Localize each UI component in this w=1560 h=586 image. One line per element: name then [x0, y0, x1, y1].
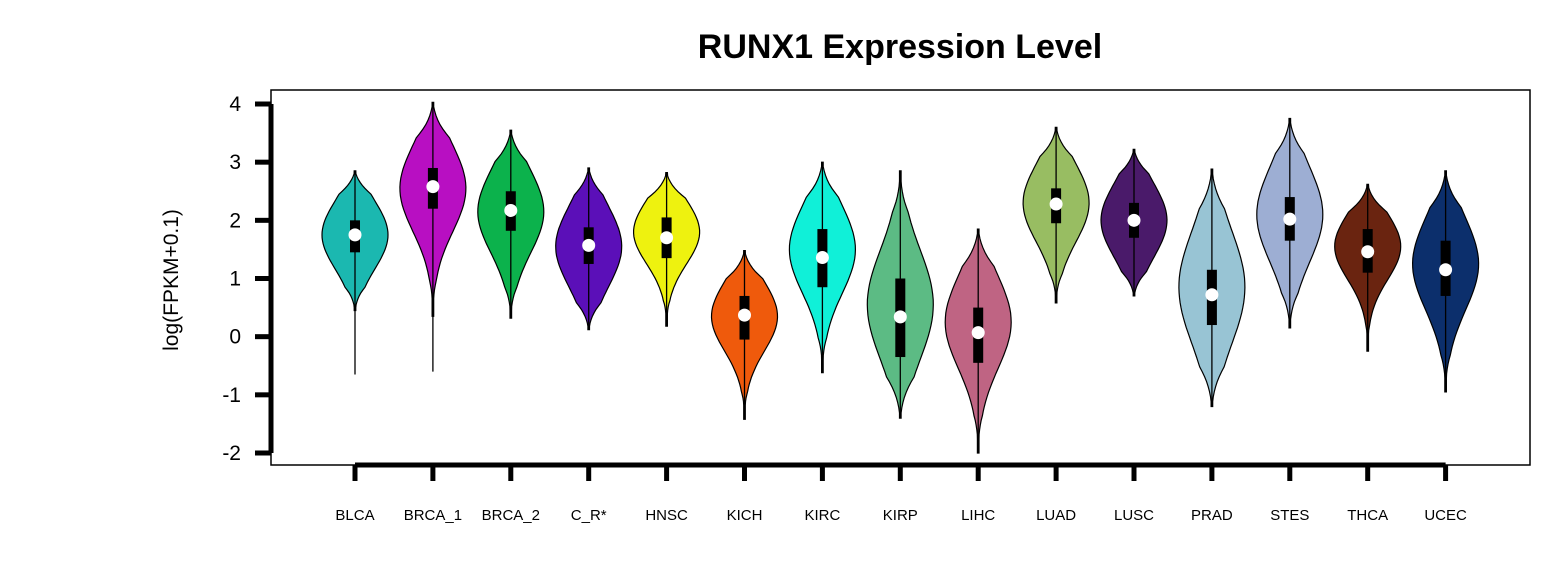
violin-median-dot	[1205, 288, 1219, 302]
x-tick-label: C_R*	[571, 507, 607, 524]
violin-luad	[1022, 126, 1090, 304]
violin-brca-1	[399, 101, 467, 372]
violin-median-dot	[1283, 212, 1297, 226]
violin-blca	[321, 170, 389, 375]
violin-median-dot	[815, 251, 829, 265]
x-tick-label: BRCA_2	[482, 507, 540, 524]
x-tick-label: LUAD	[1036, 507, 1076, 524]
violin-c-r-	[555, 167, 623, 331]
violin-median-dot	[1049, 197, 1063, 211]
violin-median-dot	[1127, 213, 1141, 227]
y-tick-label: 2	[229, 209, 241, 232]
violin-prad	[1178, 168, 1246, 408]
violins	[321, 101, 1480, 454]
x-tick-label: LUSC	[1114, 507, 1154, 524]
y-axis-label: log(FPKM+0.1)	[160, 209, 183, 351]
violin-median-dot	[426, 180, 440, 194]
x-tick-label: BRCA_1	[404, 507, 462, 524]
violin-median-dot	[971, 326, 985, 340]
y-axis: 4 3 2 1 0 -1 -2	[222, 93, 274, 465]
violin-ucec	[1411, 170, 1480, 393]
violin-brca-2	[477, 129, 545, 319]
violin-median-dot	[660, 231, 674, 245]
y-tick-label: -2	[222, 442, 241, 465]
violin-median-dot	[348, 228, 362, 242]
x-tick-label: KIRC	[804, 507, 840, 524]
violin-stes	[1256, 117, 1324, 329]
x-tick-label: UCEC	[1424, 507, 1467, 524]
chart-title: RUNX1 Expression Level	[698, 28, 1102, 66]
x-tick-label: KICH	[727, 507, 763, 524]
x-tick-label: BLCA	[335, 507, 374, 524]
violin-kich	[710, 250, 779, 420]
x-tick-label: HNSC	[645, 507, 688, 524]
violin-median-dot	[582, 238, 596, 252]
y-tick-label: 1	[229, 268, 241, 291]
violin-median-dot	[738, 308, 751, 322]
violin-kirp	[866, 170, 934, 419]
violin-median-dot	[1439, 263, 1453, 277]
y-tick-label: 3	[229, 151, 241, 174]
y-tick-label: 4	[229, 93, 241, 116]
violin-thca	[1334, 183, 1402, 352]
violin-kirc	[788, 161, 857, 374]
x-axis: BLCA BRCA_1 BRCA_2 C_R* HNSC KICH KIRC KIRP LIHC…	[335, 462, 1467, 524]
x-tick-label: PRAD	[1191, 507, 1233, 524]
violin-median-dot	[893, 310, 907, 324]
violin-lusc	[1100, 148, 1168, 297]
x-tick-label: THCA	[1347, 507, 1388, 524]
violin-lihc	[944, 228, 1012, 454]
y-tick-label: -1	[222, 384, 241, 407]
violin-hnsc	[633, 172, 701, 327]
y-tick-label: 0	[229, 326, 241, 349]
x-tick-label: KIRP	[883, 507, 918, 524]
x-tick-label: STES	[1270, 507, 1309, 524]
violin-median-dot	[1361, 245, 1375, 259]
violin-median-dot	[504, 203, 518, 217]
x-tick-label: LIHC	[961, 507, 995, 524]
